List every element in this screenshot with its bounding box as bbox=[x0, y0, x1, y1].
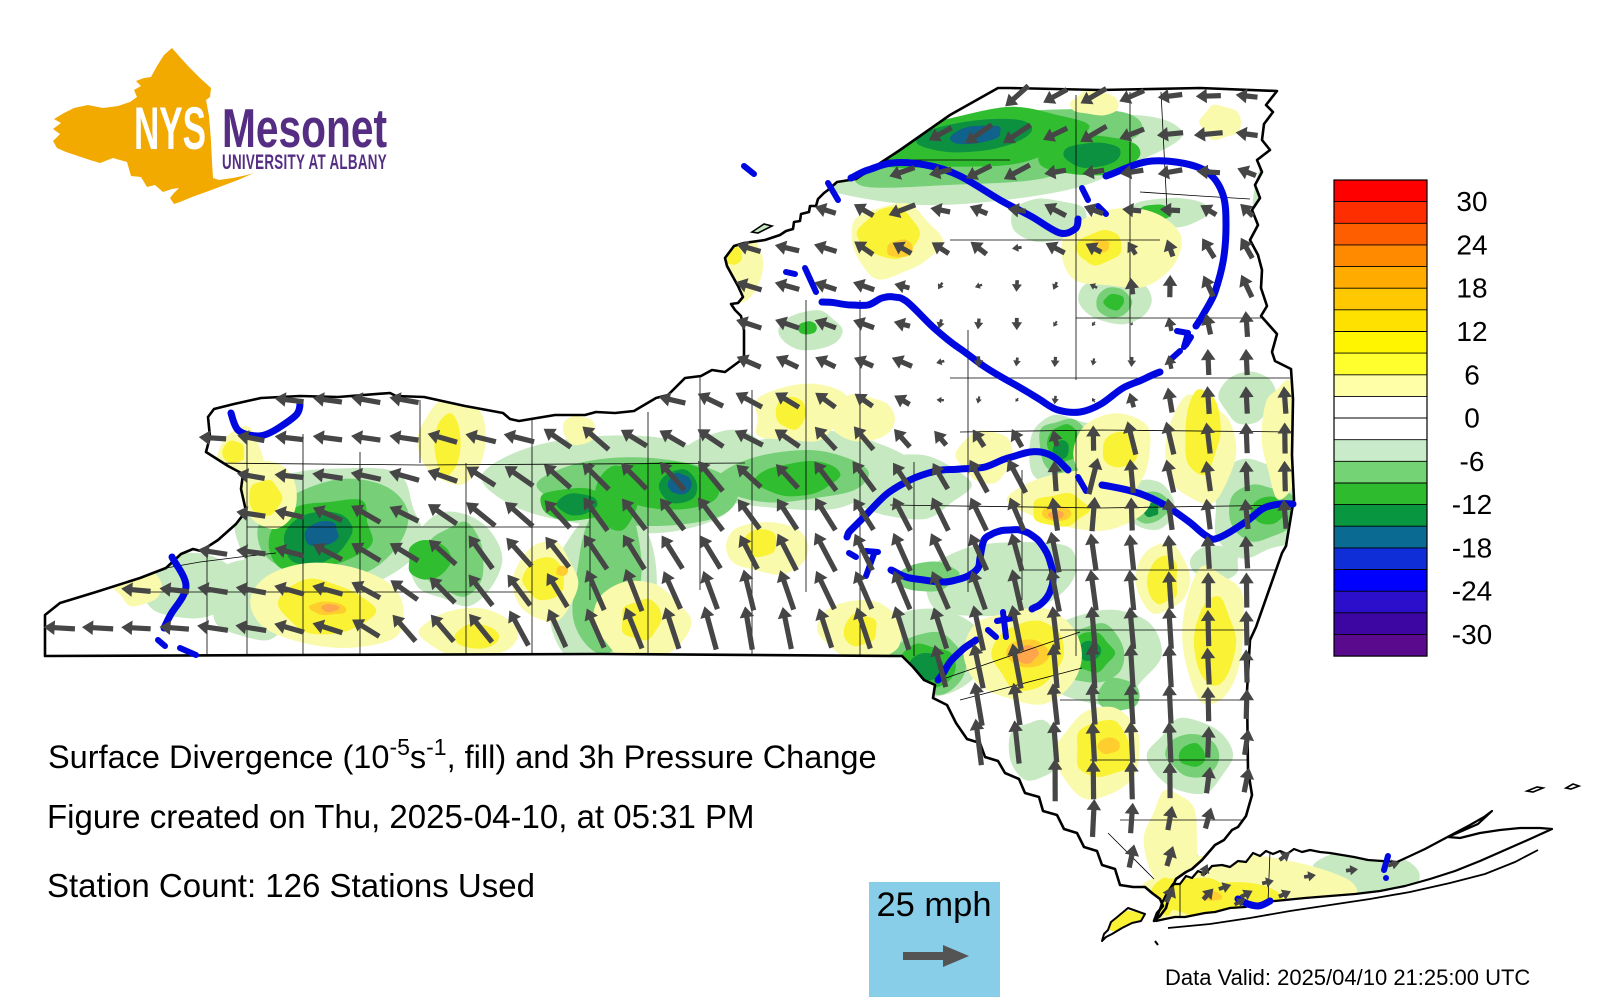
svg-text:-12: -12 bbox=[1452, 489, 1492, 520]
svg-text:12: 12 bbox=[1456, 316, 1487, 347]
svg-text:30: 30 bbox=[1456, 186, 1487, 217]
svg-text:-30: -30 bbox=[1452, 619, 1492, 650]
svg-text:Mesonet: Mesonet bbox=[222, 98, 387, 159]
svg-text:Surface Divergence (10-5s-1, f: Surface Divergence (10-5s-1, fill) and 3… bbox=[48, 734, 877, 775]
svg-text:-24: -24 bbox=[1452, 576, 1492, 607]
svg-text:Figure created on Thu, 2025-04: Figure created on Thu, 2025-04-10, at 05… bbox=[47, 798, 755, 835]
svg-text:24: 24 bbox=[1456, 229, 1487, 260]
svg-text:0: 0 bbox=[1464, 403, 1480, 434]
svg-text:-18: -18 bbox=[1452, 532, 1492, 563]
svg-text:Data Valid: 2025/04/10 21:25:0: Data Valid: 2025/04/10 21:25:00 UTC bbox=[1165, 965, 1530, 990]
svg-text:6: 6 bbox=[1464, 359, 1480, 390]
svg-text:-6: -6 bbox=[1460, 446, 1485, 477]
svg-text:25 mph: 25 mph bbox=[876, 886, 991, 924]
svg-text:UNIVERSITY AT ALBANY: UNIVERSITY AT ALBANY bbox=[222, 150, 387, 174]
svg-text:18: 18 bbox=[1456, 273, 1487, 304]
svg-text:Station Count: 126 Stations Us: Station Count: 126 Stations Used bbox=[47, 867, 535, 904]
svg-text:NYS: NYS bbox=[134, 96, 206, 162]
